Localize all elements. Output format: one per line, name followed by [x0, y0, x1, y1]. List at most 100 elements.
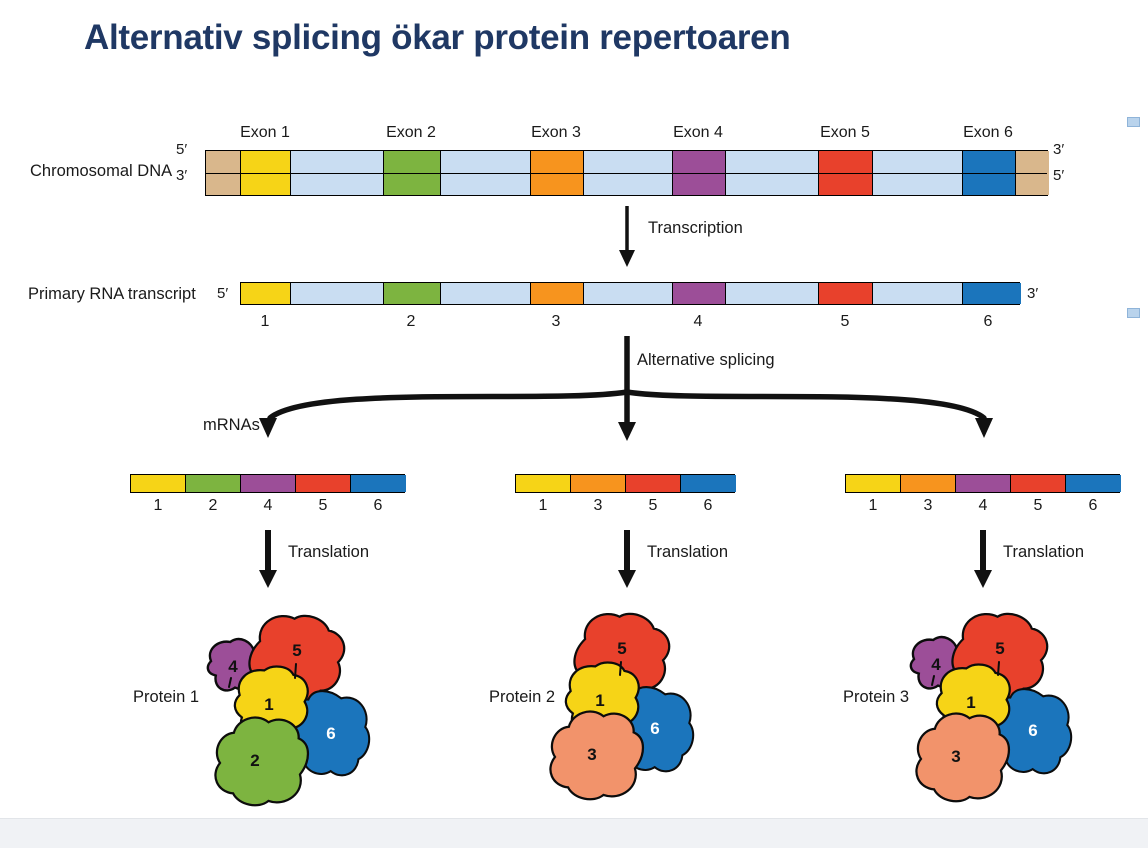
rna-5prime-label: 5′	[217, 285, 229, 302]
rna-exon-number: 3	[551, 313, 561, 330]
mrna-exon-number: 6	[373, 497, 383, 514]
mrna-1-numbers: 1 2 4 5 6	[0, 497, 1148, 517]
protein-3-structure: 4 5 1 3 6	[909, 602, 1077, 807]
rna-exon-number: 6	[983, 313, 993, 330]
protein2-subunit-1-number: 1	[595, 691, 604, 710]
protein3-subunit-1-number: 1	[966, 693, 975, 712]
protein-2-label: Protein 2	[489, 688, 556, 706]
rna-3prime-label: 3′	[1027, 285, 1039, 302]
segment-exon6	[351, 475, 406, 492]
translation-arrowhead	[618, 570, 636, 588]
translation-label-3: Translation	[1003, 543, 1085, 561]
segment-exon1	[846, 475, 901, 492]
dna-right-5prime-label: 5′	[1053, 167, 1065, 184]
mrna-2-numbers: 1 3 5 6	[0, 497, 1148, 517]
mrna-exon-number: 4	[263, 497, 273, 514]
mrna-exon-number: 1	[153, 497, 163, 514]
bottom-band	[0, 818, 1148, 848]
rna-exon-number: 5	[840, 313, 850, 330]
mrna-exon-number: 5	[648, 497, 658, 514]
exon-label: Exon 1	[240, 124, 290, 141]
splice-left-branch	[267, 389, 630, 421]
protein-1-label: Protein 1	[133, 688, 200, 706]
blob-crease	[997, 661, 1000, 676]
mrna-exon-number: 6	[703, 497, 713, 514]
alternative-splicing-arrows	[259, 336, 993, 441]
segment-intron	[584, 283, 673, 304]
mrna-exon-number: 2	[208, 497, 218, 514]
dna-right-3prime-label: 3′	[1053, 141, 1065, 158]
mrna-exon-number: 4	[978, 497, 988, 514]
exon-label: Exon 2	[386, 124, 436, 141]
protein1-subunit-5-number: 5	[292, 641, 301, 660]
segment-exon5	[626, 475, 681, 492]
segment-exon1	[131, 475, 186, 492]
segment-exon3	[571, 475, 626, 492]
mrna-exon-number: 5	[318, 497, 328, 514]
rna-exon-number: 4	[693, 313, 703, 330]
segment-exon2	[186, 475, 241, 492]
segment-exon2	[384, 283, 441, 304]
chromosomal-dna-bar	[205, 150, 1049, 196]
segment-exon6	[963, 283, 1021, 304]
mrnas-label: mRNAs	[203, 416, 260, 434]
segment-exon6	[681, 475, 736, 492]
mrna-2-bar	[515, 474, 736, 493]
segment-exon1	[241, 283, 291, 304]
mrna-3-numbers: 1 3 4 5 6	[0, 497, 1148, 517]
blob-crease	[619, 661, 622, 676]
mrna-1-bar	[130, 474, 406, 493]
primary-rna-transcript-label: Primary RNA transcript	[28, 285, 196, 303]
alternative-splicing-label: Alternative splicing	[637, 351, 775, 369]
translation-arrow-1	[259, 530, 277, 588]
translation-arrowhead	[259, 570, 277, 588]
slide-title: Alternativ splicing ökar protein reperto…	[84, 18, 791, 57]
protein1-subunit-1-number: 1	[264, 695, 273, 714]
protein-1-structure: 4 5 1 2 6	[206, 604, 375, 811]
exon-labels-row: Exon 1 Exon 2 Exon 3 Exon 4 Exon 5 Exon 6	[0, 124, 1148, 144]
protein3-subunit-5-number: 5	[995, 639, 1004, 658]
protein1-subunit-2-number: 2	[250, 751, 259, 770]
protein2-subunit-6-number: 6	[650, 719, 659, 738]
segment-exon6	[1066, 475, 1121, 492]
protein1-subunit-2-blob	[211, 713, 312, 811]
segment-exon3	[531, 283, 584, 304]
mrna-exon-number: 3	[593, 497, 603, 514]
protein1-subunit-4-number: 4	[228, 657, 238, 676]
segment-exon5	[1011, 475, 1066, 492]
rna-numbers-row: 1 2 3 4 5 6	[0, 313, 1148, 333]
protein-2-structure: 5 1 3 6	[546, 602, 699, 805]
exon-label: Exon 5	[820, 124, 870, 141]
segment-exon1	[516, 475, 571, 492]
blob-crease	[294, 663, 297, 679]
segment-exon5	[819, 283, 873, 304]
segment-exon4	[956, 475, 1011, 492]
translation-arrow-2	[618, 530, 636, 588]
rna-exon-number: 2	[406, 313, 416, 330]
segment-intron	[291, 283, 384, 304]
translation-arrowhead	[974, 570, 992, 588]
mrna-3-bar	[845, 474, 1121, 493]
transcription-label: Transcription	[648, 219, 743, 237]
rna-exon-number: 1	[260, 313, 270, 330]
transcription-arrowhead	[619, 250, 635, 267]
dna-strand-divider	[206, 173, 1047, 174]
chromosomal-dna-label: Chromosomal DNA	[30, 162, 173, 180]
right-margin-marker-2[interactable]	[1127, 308, 1140, 318]
translation-label-1: Translation	[288, 543, 370, 561]
translation-arrow-3	[974, 530, 992, 588]
segment-exon3	[901, 475, 956, 492]
mrna-exon-number: 1	[538, 497, 548, 514]
right-margin-marker-1[interactable]	[1127, 117, 1140, 127]
protein-3-label: Protein 3	[843, 688, 910, 706]
splice-right-branch	[624, 389, 987, 421]
protein3-subunit-3-blob	[912, 709, 1013, 807]
splice-center-arrowhead	[618, 422, 636, 441]
protein3-subunit-6-number: 6	[1028, 721, 1037, 740]
mrna-exon-number: 5	[1033, 497, 1043, 514]
exon-label: Exon 6	[963, 124, 1013, 141]
blob-crease	[931, 675, 935, 686]
protein3-subunit-4-number: 4	[931, 655, 941, 674]
segment-intron	[726, 283, 819, 304]
